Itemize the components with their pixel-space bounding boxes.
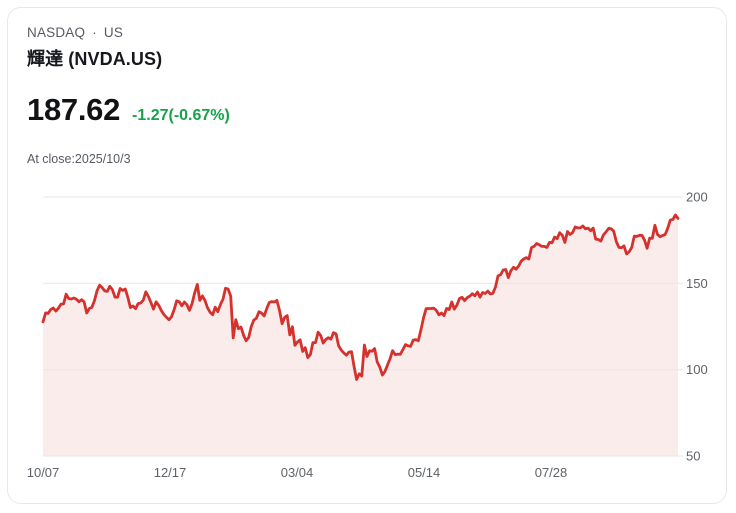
x-axis-label: 07/28 <box>535 465 568 480</box>
y-axis-label: 150 <box>686 276 708 291</box>
chart-area-fill <box>43 215 678 456</box>
separator-dot: · <box>92 25 97 40</box>
price-chart-svg[interactable]: 200 150 100 50 10/07 12/17 03/04 05/14 07/28 <box>27 182 727 484</box>
last-price: 187.62 <box>27 92 121 127</box>
y-axis-label: 200 <box>686 190 708 205</box>
price-row: 187.62 -1.27(-0.67%) <box>27 92 726 128</box>
x-axis-label: 12/17 <box>154 465 187 480</box>
x-axis-label: 03/04 <box>281 465 314 480</box>
x-axis-label: 05/14 <box>408 465 441 480</box>
region-label: US <box>103 25 124 40</box>
stock-title: 輝達 (NVDA.US) <box>27 49 163 69</box>
chart-section: 200 150 100 50 10/07 12/17 03/04 05/14 07/28 <box>27 182 726 489</box>
stock-quote-card: NASDAQ · US 輝達 (NVDA.US) 187.62 -1.27(-0… <box>7 7 727 504</box>
x-axis-label: 10/07 <box>27 465 59 480</box>
chart-line <box>41 213 680 381</box>
exchange-label: NASDAQ <box>27 25 86 40</box>
exchange-row: NASDAQ · US <box>27 25 726 40</box>
y-axis-label: 50 <box>686 449 700 464</box>
as-of-label: At close:2025/10/3 <box>27 152 131 166</box>
price-change: -1.27(-0.67%) <box>132 107 230 124</box>
y-axis-label: 100 <box>686 362 708 377</box>
